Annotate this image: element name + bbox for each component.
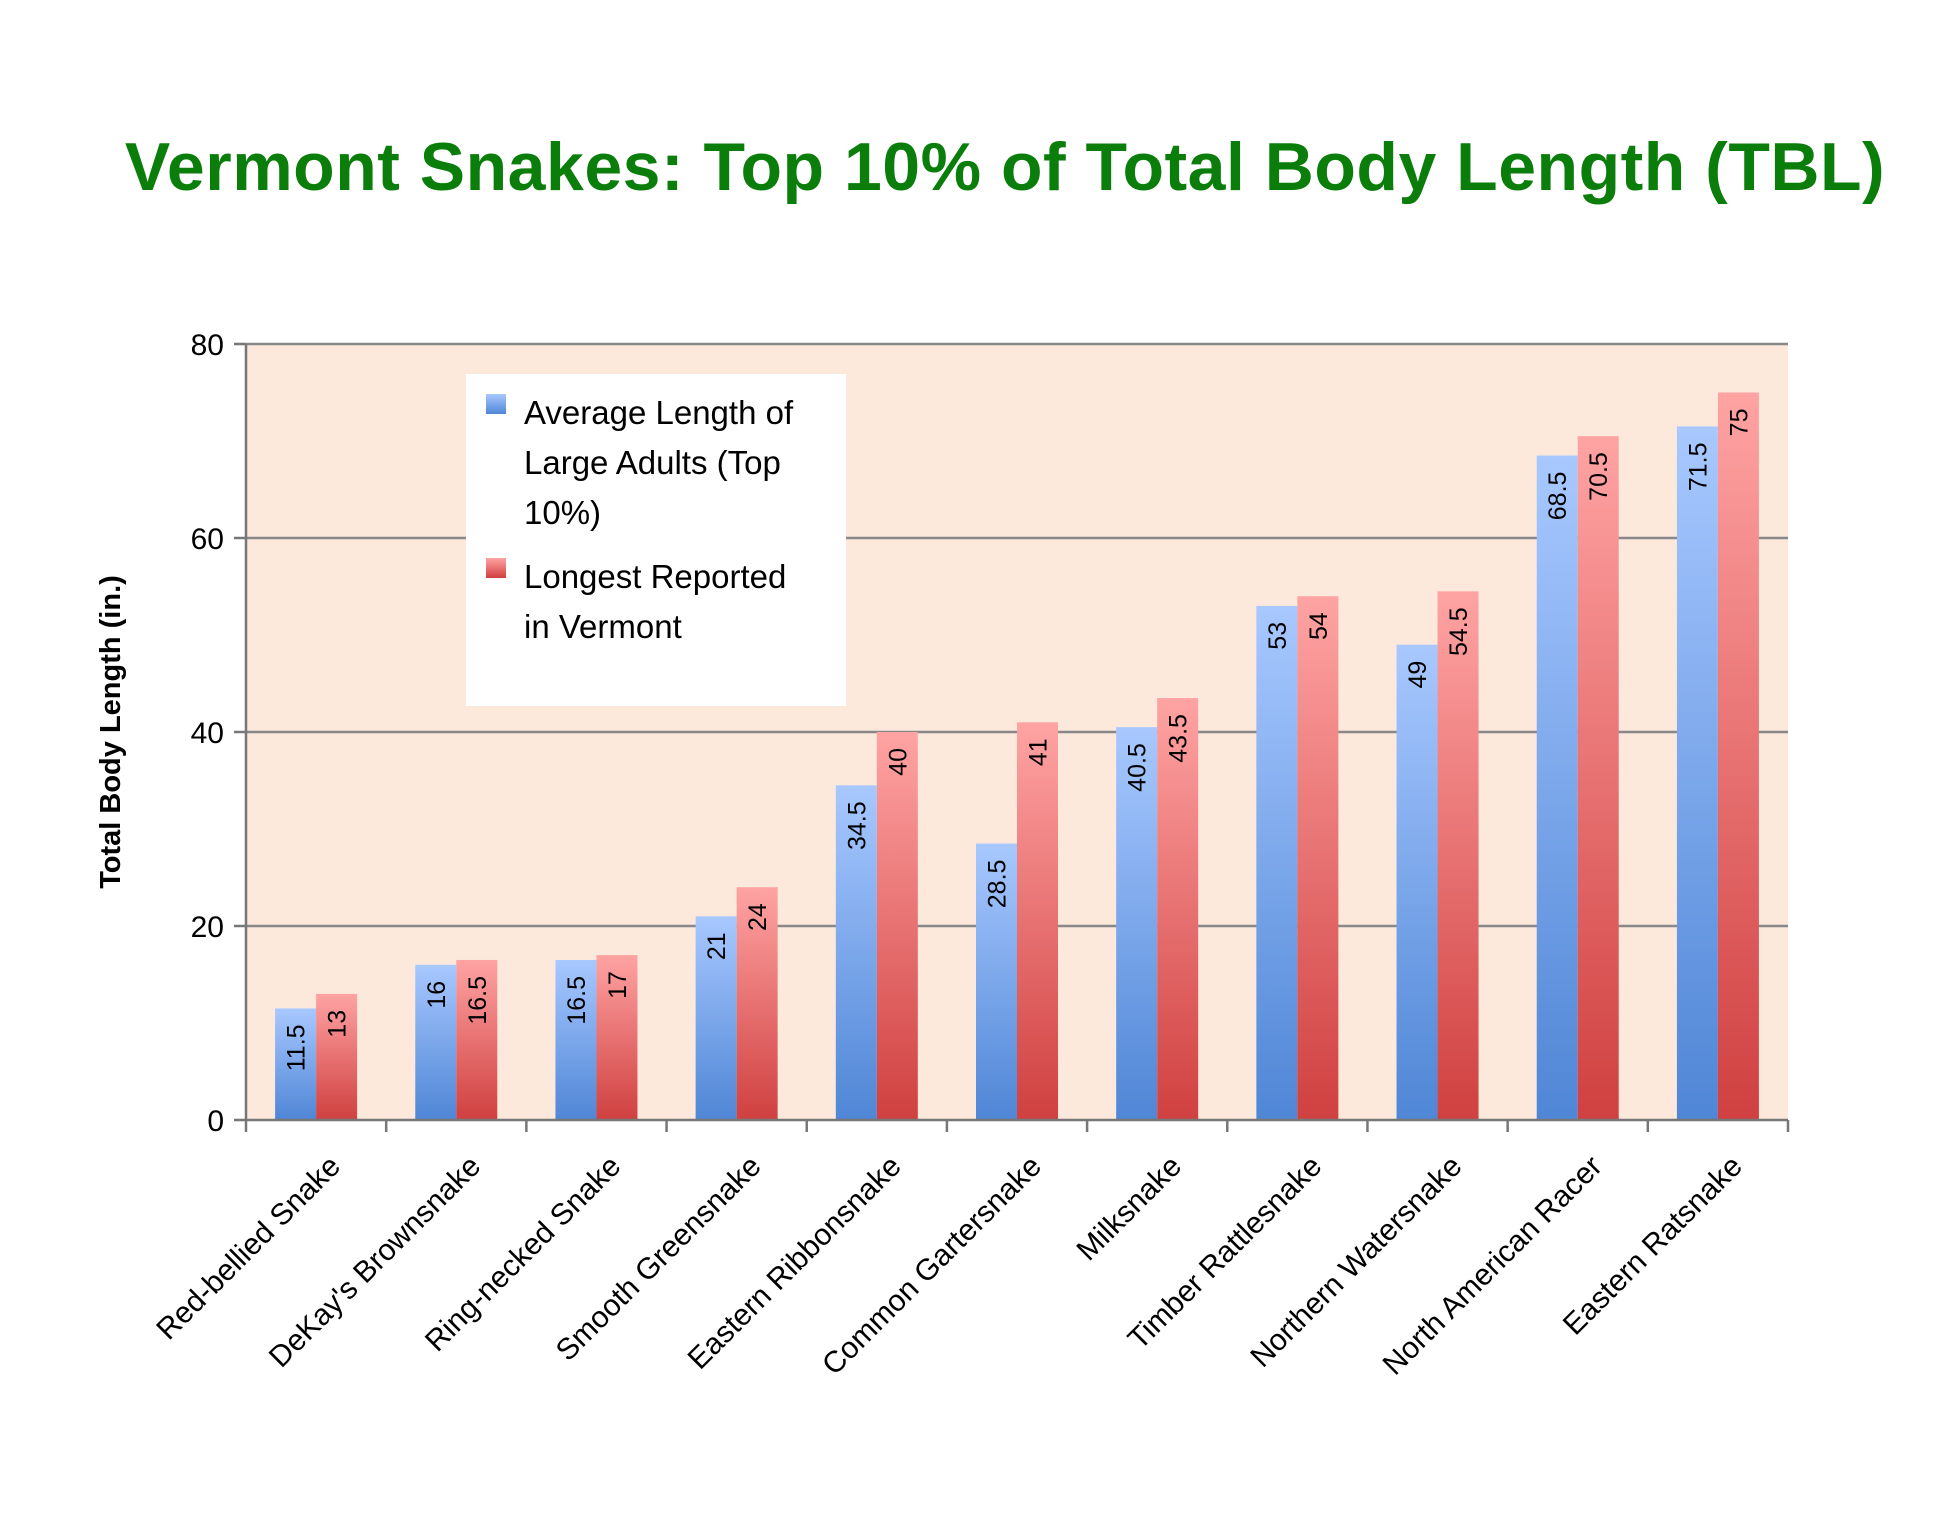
data-label: 13	[324, 1010, 352, 1038]
bar-longest	[456, 959, 498, 1120]
data-labels: 11.5 13 16 16.5 16.5 17 21 24 34.5 40 28.5 41 40.5 43…	[283, 409, 1754, 1072]
y-tick-label: 0	[207, 1105, 224, 1138]
bar-average	[976, 843, 1017, 1120]
data-label: 34.5	[843, 801, 871, 850]
data-label: 11.5	[283, 1024, 311, 1071]
legend-label: 10%)	[524, 494, 601, 531]
legend-label: Longest Reported	[524, 558, 786, 595]
bar-longest	[1157, 698, 1199, 1120]
data-label: 16	[423, 981, 451, 1009]
data-label: 24	[744, 903, 772, 931]
bar-longest	[1297, 596, 1339, 1120]
legend-swatch	[486, 558, 506, 578]
data-label: 16.5	[464, 976, 492, 1025]
y-tick-label: 20	[191, 911, 224, 944]
data-label: 43.5	[1165, 714, 1193, 763]
data-label: 54	[1305, 612, 1333, 640]
data-label: 49	[1404, 661, 1432, 689]
legend-box	[466, 374, 846, 706]
bar-longest	[1437, 591, 1479, 1120]
bar-average	[275, 1008, 317, 1120]
y-tick-label: 80	[191, 329, 224, 362]
chart-title: Vermont Snakes: Top 10% of Total Body Le…	[124, 129, 1886, 205]
data-label: 70.5	[1585, 452, 1613, 501]
bar-average	[1536, 455, 1578, 1120]
bar-longest	[736, 887, 778, 1120]
data-label: 28.5	[984, 860, 1012, 909]
data-label: 41	[1025, 738, 1053, 766]
bar-average	[1256, 605, 1298, 1120]
bar-longest	[1017, 722, 1058, 1120]
data-label: 53	[1264, 622, 1292, 650]
bar-longest	[1577, 436, 1619, 1120]
data-label: 40	[884, 748, 912, 776]
bars	[275, 392, 1759, 1120]
bar-longest	[1717, 392, 1759, 1120]
data-label: 71.5	[1684, 442, 1712, 491]
bar-average	[1676, 426, 1718, 1120]
bar-average	[695, 916, 737, 1120]
data-label: 68.5	[1544, 472, 1572, 521]
bar-longest	[876, 732, 918, 1120]
bar-longest	[596, 955, 638, 1120]
data-label: 17	[604, 971, 632, 999]
legend-label: Large Adults (Top	[524, 444, 781, 481]
y-tick-label: 60	[191, 523, 224, 556]
legend: Average Length of Large Adults (Top 10%) Lo…	[466, 374, 846, 706]
legend-label: Average Length of	[524, 394, 794, 431]
data-label: 54.5	[1445, 607, 1473, 656]
data-label: 75	[1725, 409, 1753, 437]
bar-average	[835, 785, 877, 1120]
y-axis-label: Total Body Length (in.)	[95, 575, 127, 889]
legend-label: in Vermont	[524, 608, 682, 645]
bar-average	[555, 959, 597, 1120]
bar-average	[1116, 727, 1158, 1120]
bar-longest	[316, 993, 358, 1120]
bar-average	[1396, 644, 1438, 1120]
data-label: 16.5	[563, 976, 591, 1025]
data-label: 21	[703, 932, 731, 960]
legend-swatch	[486, 394, 506, 414]
x-category-label: Milksnake	[1070, 1150, 1188, 1268]
data-label: 40.5	[1124, 743, 1152, 792]
bar-average	[415, 964, 457, 1120]
y-tick-label: 40	[191, 717, 224, 750]
